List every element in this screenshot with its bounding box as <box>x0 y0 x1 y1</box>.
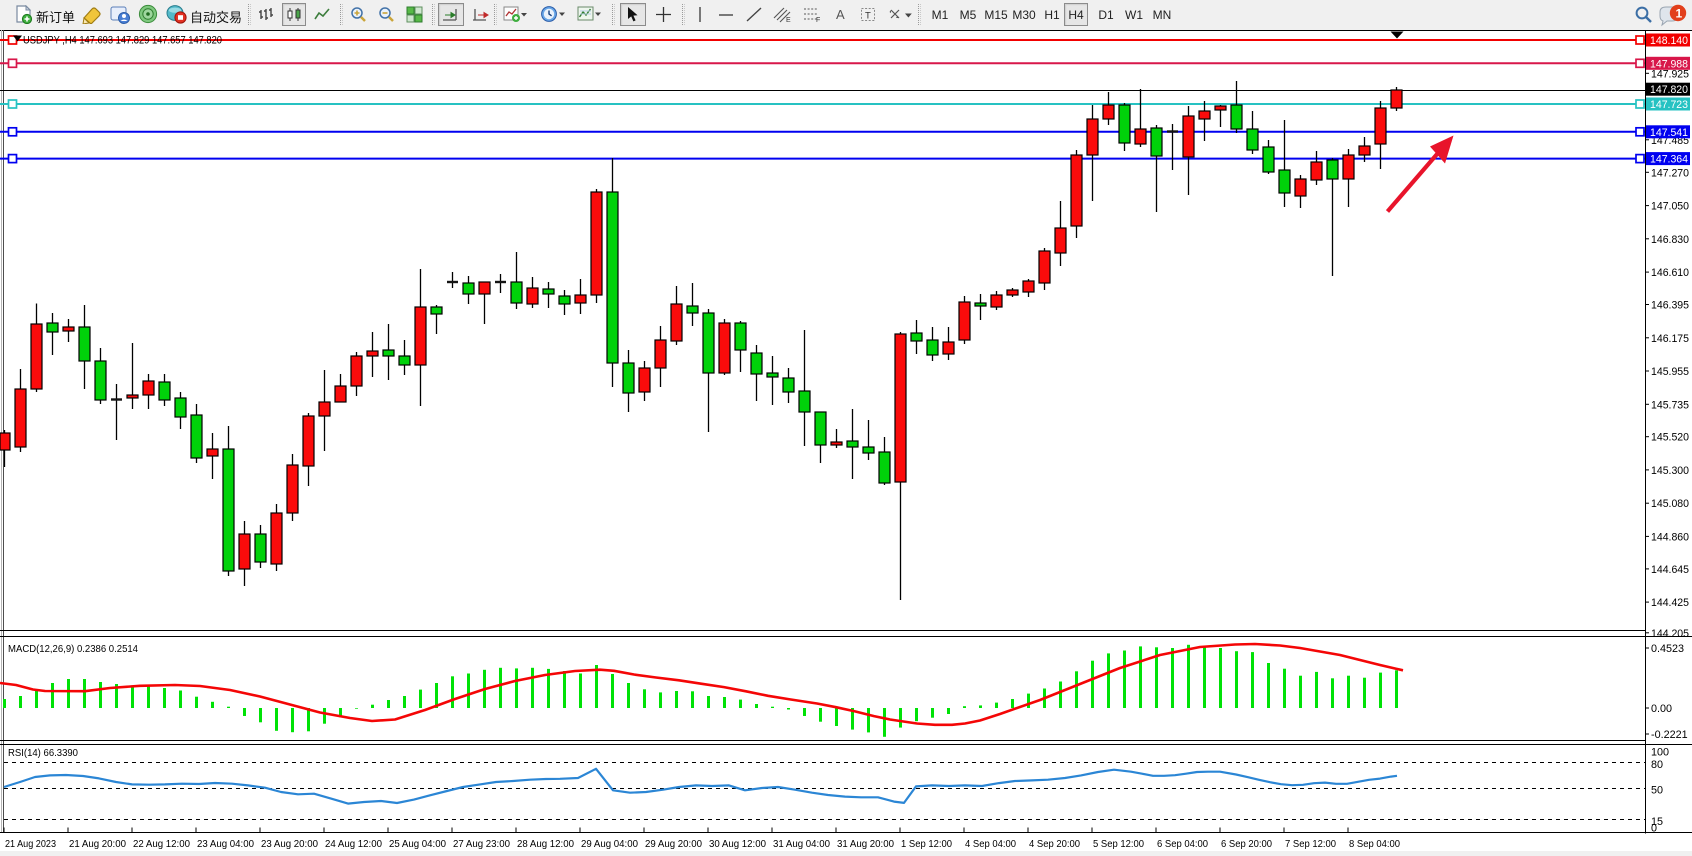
svg-text:22 Aug 12:00: 22 Aug 12:00 <box>133 838 190 850</box>
svg-text:147.050: 147.050 <box>1651 201 1689 213</box>
svg-text:8 Sep 04:00: 8 Sep 04:00 <box>1349 838 1400 850</box>
svg-text:146.175: 146.175 <box>1651 333 1689 345</box>
svg-text:31 Aug 20:00: 31 Aug 20:00 <box>837 838 894 850</box>
svg-text:147.988: 147.988 <box>1650 58 1688 70</box>
svg-text:1 Sep 12:00: 1 Sep 12:00 <box>901 838 952 850</box>
svg-text:-0.2221: -0.2221 <box>1651 729 1688 741</box>
svg-text:27 Aug 23:00: 27 Aug 23:00 <box>453 838 510 850</box>
svg-text:5 Sep 12:00: 5 Sep 12:00 <box>1093 838 1144 850</box>
svg-text:25 Aug 04:00: 25 Aug 04:00 <box>389 838 446 850</box>
svg-text:144.205: 144.205 <box>1651 628 1689 640</box>
svg-text:148.140: 148.140 <box>1650 35 1688 47</box>
svg-text:0.00: 0.00 <box>1651 703 1672 715</box>
svg-text:146.395: 146.395 <box>1651 300 1689 312</box>
svg-text:145.080: 145.080 <box>1651 498 1689 510</box>
svg-text:7 Sep 12:00: 7 Sep 12:00 <box>1285 838 1336 850</box>
svg-text:146.610: 146.610 <box>1651 267 1689 279</box>
svg-text:147.723: 147.723 <box>1650 99 1688 111</box>
svg-text:F: F <box>816 17 820 23</box>
svg-text:145.300: 145.300 <box>1651 465 1689 477</box>
svg-text:145.735: 145.735 <box>1651 399 1689 411</box>
svg-text:50: 50 <box>1651 785 1663 797</box>
svg-text:RSI(14) 66.3390: RSI(14) 66.3390 <box>8 747 78 759</box>
svg-text:29 Aug 20:00: 29 Aug 20:00 <box>645 838 702 850</box>
svg-text:144.425: 144.425 <box>1651 597 1689 609</box>
svg-text:31 Aug 04:00: 31 Aug 04:00 <box>773 838 830 850</box>
svg-text:147.541: 147.541 <box>1650 127 1688 139</box>
svg-text:23 Aug 04:00: 23 Aug 04:00 <box>197 838 254 850</box>
svg-text:4 Sep 04:00: 4 Sep 04:00 <box>965 838 1016 850</box>
svg-text:15: 15 <box>1651 816 1663 828</box>
svg-text:E: E <box>786 17 791 23</box>
svg-text:23 Aug 20:00: 23 Aug 20:00 <box>261 838 318 850</box>
svg-text:144.860: 144.860 <box>1651 531 1689 543</box>
svg-text:MACD(12,26,9) 0.2386 0.2514: MACD(12,26,9) 0.2386 0.2514 <box>8 643 138 655</box>
svg-text:100: 100 <box>1651 747 1669 759</box>
svg-text:29 Aug 04:00: 29 Aug 04:00 <box>581 838 638 850</box>
svg-text:147.270: 147.270 <box>1651 167 1689 179</box>
svg-text:24 Aug 12:00: 24 Aug 12:00 <box>325 838 382 850</box>
svg-text:28 Aug 12:00: 28 Aug 12:00 <box>517 838 574 850</box>
svg-text:30 Aug 12:00: 30 Aug 12:00 <box>709 838 766 850</box>
svg-text:6 Sep 04:00: 6 Sep 04:00 <box>1157 838 1208 850</box>
svg-text:147.925: 147.925 <box>1651 68 1689 80</box>
svg-text:145.955: 145.955 <box>1651 366 1689 378</box>
svg-text:145.520: 145.520 <box>1651 432 1689 444</box>
svg-text:0.4523: 0.4523 <box>1651 643 1684 655</box>
svg-text:147.820: 147.820 <box>1650 84 1688 96</box>
svg-text:144.645: 144.645 <box>1651 564 1689 576</box>
svg-text:21 Aug 2023: 21 Aug 2023 <box>5 838 56 850</box>
svg-text:USDJPY ,H4 147.693 147.829 14: USDJPY ,H4 147.693 147.829 147.657 147.8… <box>23 35 222 47</box>
svg-text:6 Sep 20:00: 6 Sep 20:00 <box>1221 838 1272 850</box>
svg-text:0: 0 <box>1651 823 1657 835</box>
svg-text:146.830: 146.830 <box>1651 234 1689 246</box>
svg-text:1: 1 <box>1676 7 1683 21</box>
svg-text:4 Sep 20:00: 4 Sep 20:00 <box>1029 838 1080 850</box>
svg-text:21 Aug 20:00: 21 Aug 20:00 <box>69 838 126 850</box>
svg-text:80: 80 <box>1651 759 1663 771</box>
svg-text:147.364: 147.364 <box>1650 154 1688 166</box>
svg-text:T: T <box>865 11 871 22</box>
